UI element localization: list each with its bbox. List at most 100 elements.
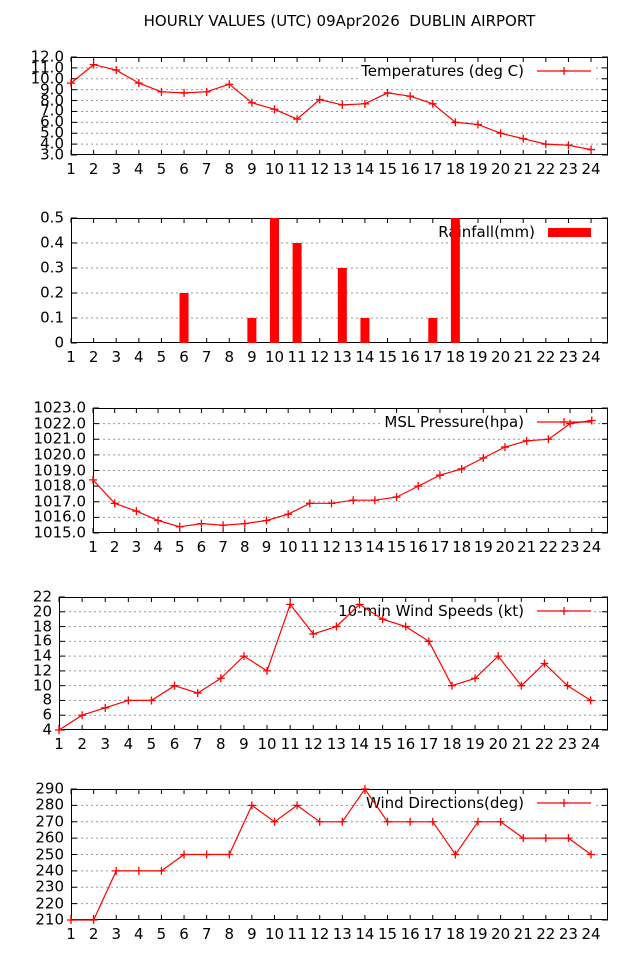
data-point-marker: [154, 516, 163, 525]
y-tick-label: 0.2: [40, 283, 64, 302]
data-point-marker: [180, 850, 189, 859]
data-point-marker: [541, 834, 550, 843]
data-point-marker: [457, 464, 466, 473]
data-point-marker: [202, 850, 211, 859]
data-point-marker: [564, 141, 573, 150]
x-tick-label: 14: [349, 735, 370, 753]
x-tick-label: 10: [278, 538, 298, 556]
data-point-marker: [225, 850, 234, 859]
data-point-marker: [305, 499, 314, 508]
data-point-marker: [383, 88, 392, 97]
data-point-marker: [170, 681, 179, 690]
data-point-marker: [401, 622, 410, 631]
x-tick-label: 23: [558, 925, 578, 943]
plot-border: [59, 597, 608, 730]
data-point-marker: [519, 134, 528, 143]
y-tick-label: 12.0: [30, 47, 64, 66]
data-point-marker: [132, 507, 141, 516]
x-tick-label: 17: [423, 925, 443, 943]
series-layer: [67, 785, 596, 924]
data-point-marker: [112, 66, 121, 75]
x-tick-label: 20: [488, 735, 508, 753]
x-tick-label: 5: [156, 925, 167, 943]
data-point-marker: [392, 493, 401, 502]
rain-bar: [179, 293, 189, 343]
x-tick-label: 22: [538, 538, 558, 556]
data-point-marker: [293, 801, 302, 810]
x-tick-label: 11: [287, 925, 307, 943]
x-tick-label: 1: [66, 348, 76, 366]
series-line: [92, 419, 592, 528]
data-point-marker: [247, 801, 256, 810]
x-tick-label: 6: [179, 348, 189, 366]
y-tick-label: 220: [35, 894, 64, 913]
x-tick-label: 19: [468, 160, 488, 178]
y-tick-label: 1023.0: [33, 398, 87, 417]
x-tick-label: 19: [468, 925, 488, 943]
data-point-marker: [496, 817, 505, 826]
data-point-marker: [519, 834, 528, 843]
plot-border: [71, 57, 608, 155]
data-point-marker: [494, 652, 503, 661]
x-tick-label: 13: [332, 160, 352, 178]
y-tick-label: 22: [32, 587, 52, 606]
data-point-marker: [219, 521, 228, 530]
x-tick-label: 9: [261, 538, 272, 556]
x-tick-label: 23: [558, 348, 578, 366]
x-tick-label: 11: [280, 735, 300, 753]
y-tick-label: 9.0: [40, 80, 64, 99]
x-tick-label: 21: [513, 925, 533, 943]
data-point-marker: [270, 817, 279, 826]
data-point-marker: [202, 87, 211, 96]
x-tick-label: 22: [534, 735, 554, 753]
y-tick-label: 270: [35, 812, 64, 831]
data-point-marker: [327, 499, 336, 508]
data-point-marker: [78, 711, 87, 720]
x-tick-label: 12: [310, 925, 330, 943]
x-tick-label: 6: [169, 735, 180, 753]
data-point-marker: [522, 436, 531, 445]
data-point-marker: [447, 681, 456, 690]
data-point-marker: [428, 99, 437, 108]
x-tick-label: 12: [310, 160, 330, 178]
y-tick-label: 0: [54, 333, 64, 352]
x-tick-label: 11: [287, 348, 307, 366]
data-point-marker: [479, 454, 488, 462]
data-point-marker: [501, 443, 509, 452]
x-tick-label: 6: [196, 538, 207, 556]
x-tick-label: 24: [581, 925, 601, 943]
x-tick-label: 10: [264, 348, 285, 366]
x-tick-label: 4: [134, 925, 144, 943]
x-tick-label: 10: [264, 925, 285, 943]
y-tick-label: 0.5: [40, 208, 64, 227]
legend-sample-marker: [560, 418, 568, 426]
x-tick-label: 7: [201, 925, 212, 943]
x-tick-label: 23: [560, 538, 580, 556]
y-tick-label: 4.0: [40, 134, 64, 153]
legend-label: Temperatures (deg C): [361, 62, 524, 80]
x-tick-label: 24: [581, 735, 601, 753]
data-point-marker: [451, 850, 460, 859]
legend-label: MSL Pressure(hpa): [384, 413, 524, 431]
data-point-marker: [293, 115, 302, 124]
rain-bar: [247, 318, 257, 343]
data-point-marker: [406, 817, 415, 826]
data-point-marker: [309, 629, 318, 638]
data-point-marker: [517, 681, 526, 690]
x-tick-label: 21: [513, 160, 533, 178]
x-tick-label: 5: [156, 160, 167, 178]
data-point-marker: [424, 637, 433, 646]
y-tick-label: 250: [35, 845, 64, 863]
data-point-marker: [566, 419, 575, 428]
x-tick-label: 11: [287, 160, 307, 178]
x-tick-label: 20: [491, 160, 511, 178]
y-tick-label: 3.0: [40, 145, 64, 164]
data-point-marker: [378, 615, 387, 624]
x-tick-label: 17: [419, 735, 439, 753]
data-point-marker: [315, 817, 324, 826]
x-tick-label: 10: [257, 735, 277, 753]
data-point-marker: [355, 600, 364, 609]
x-tick-label: 8: [224, 160, 235, 178]
legend-temperatures: Temperatures (deg C): [359, 62, 593, 80]
plot-grid-layer: [70, 56, 608, 156]
